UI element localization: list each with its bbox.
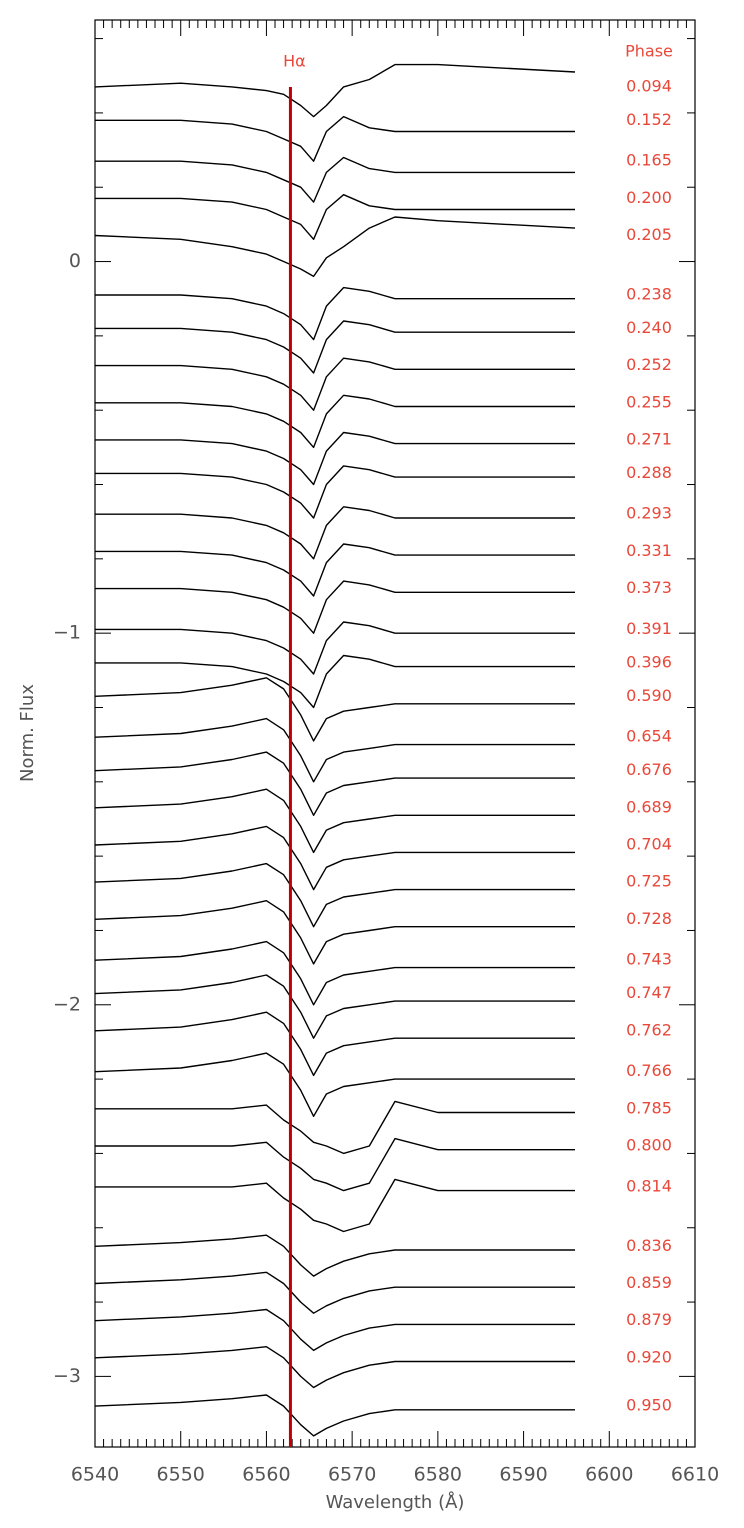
phase-label: 0.704 (626, 834, 672, 853)
spectrum-line (95, 1137, 575, 1192)
x-tick-label: 6580 (414, 1464, 462, 1486)
spectrum-line (94, 1394, 575, 1437)
phase-label: 0.240 (626, 318, 672, 337)
spectrum-line (95, 465, 575, 519)
phase-label: 0.238 (626, 284, 672, 303)
spectrum-line (94, 862, 575, 928)
phase-label: 0.252 (626, 355, 672, 374)
spectrum-line (94, 63, 576, 118)
phase-label: 0.396 (626, 652, 672, 671)
y-tick-label: 0 (69, 250, 81, 272)
phase-label: 0.331 (626, 541, 672, 560)
phase-label: 0.255 (626, 392, 672, 411)
y-tick-label: −2 (53, 993, 81, 1015)
phase-label: 0.814 (626, 1176, 672, 1195)
annotation-label: Hα (283, 52, 306, 71)
spectrum-line (95, 506, 575, 560)
phase-label: 0.373 (626, 578, 672, 597)
phase-label: 0.728 (626, 909, 672, 928)
spectrum-line (95, 1178, 575, 1233)
spectrum-line (94, 751, 575, 816)
phase-label: 0.879 (626, 1310, 672, 1329)
legend-title: Phase (625, 42, 673, 61)
spectrum-line (94, 900, 575, 965)
phase-label: 0.725 (626, 872, 672, 891)
y-tick-label: −3 (53, 1365, 81, 1387)
spectrum-line (95, 580, 575, 634)
spectrum-line (95, 286, 575, 341)
phase-label: 0.859 (626, 1273, 672, 1292)
spectrum-line (94, 825, 575, 891)
x-tick-label: 6610 (671, 1464, 719, 1486)
spectrum-line (94, 788, 575, 854)
spectrum-line (95, 543, 575, 597)
spectrum-line (94, 216, 576, 278)
spectrum-line (95, 194, 575, 240)
spectrum-line (94, 1011, 575, 1077)
spectrum-line (95, 320, 575, 374)
spectrum-line (95, 621, 575, 675)
spectrum-line (94, 1308, 575, 1352)
phase-label: 0.288 (626, 463, 672, 482)
phase-label: 0.800 (626, 1135, 672, 1154)
spectrum-line (95, 1100, 575, 1155)
phase-label: 0.165 (626, 151, 672, 170)
x-axis-label: Wavelength (Å) (326, 1491, 465, 1513)
spectrum-line (94, 974, 575, 1039)
x-tick-label: 6540 (71, 1464, 119, 1486)
phase-label: 0.152 (626, 110, 672, 129)
phase-label: 0.950 (626, 1396, 672, 1415)
spectrum-line (95, 357, 575, 411)
phase-label: 0.094 (626, 76, 672, 95)
phase-label: 0.391 (626, 619, 672, 638)
spectrum-line (94, 1271, 575, 1314)
phase-label: 0.293 (626, 504, 672, 523)
spectrum-line (95, 654, 575, 709)
y-tick-label: −1 (53, 622, 81, 644)
phase-label: 0.747 (626, 983, 672, 1002)
spectrum-line (94, 1346, 575, 1389)
phase-label: 0.205 (626, 225, 672, 244)
phase-label: 0.271 (626, 429, 672, 448)
phase-label: 0.766 (626, 1061, 672, 1080)
phase-label: 0.590 (626, 686, 672, 705)
spectrum-line (95, 115, 575, 162)
spectrum-line (94, 1052, 575, 1117)
spectrum-line (94, 717, 575, 783)
spectrum-line (94, 940, 575, 1006)
spectrum-line (95, 156, 575, 203)
phase-label: 0.920 (626, 1347, 672, 1366)
spectrum-line (95, 394, 575, 449)
spectrum-line (95, 431, 575, 486)
x-tick-label: 6550 (157, 1464, 205, 1486)
y-axis-label: Norm. Flux (17, 684, 38, 782)
phase-label: 0.836 (626, 1236, 672, 1255)
x-tick-label: 6590 (499, 1464, 547, 1486)
phase-label: 0.689 (626, 797, 672, 816)
x-tick-label: 6570 (328, 1464, 376, 1486)
x-tick-label: 6560 (242, 1464, 290, 1486)
phase-label: 0.743 (626, 950, 672, 969)
x-tick-label: 6600 (585, 1464, 633, 1486)
phase-label: 0.785 (626, 1098, 672, 1117)
spectrum-line (94, 1234, 575, 1277)
phase-label: 0.676 (626, 760, 672, 779)
phase-label: 0.762 (626, 1020, 672, 1039)
phase-label: 0.654 (626, 727, 672, 746)
spectrum-line (94, 677, 575, 742)
phase-label: 0.200 (626, 188, 672, 207)
